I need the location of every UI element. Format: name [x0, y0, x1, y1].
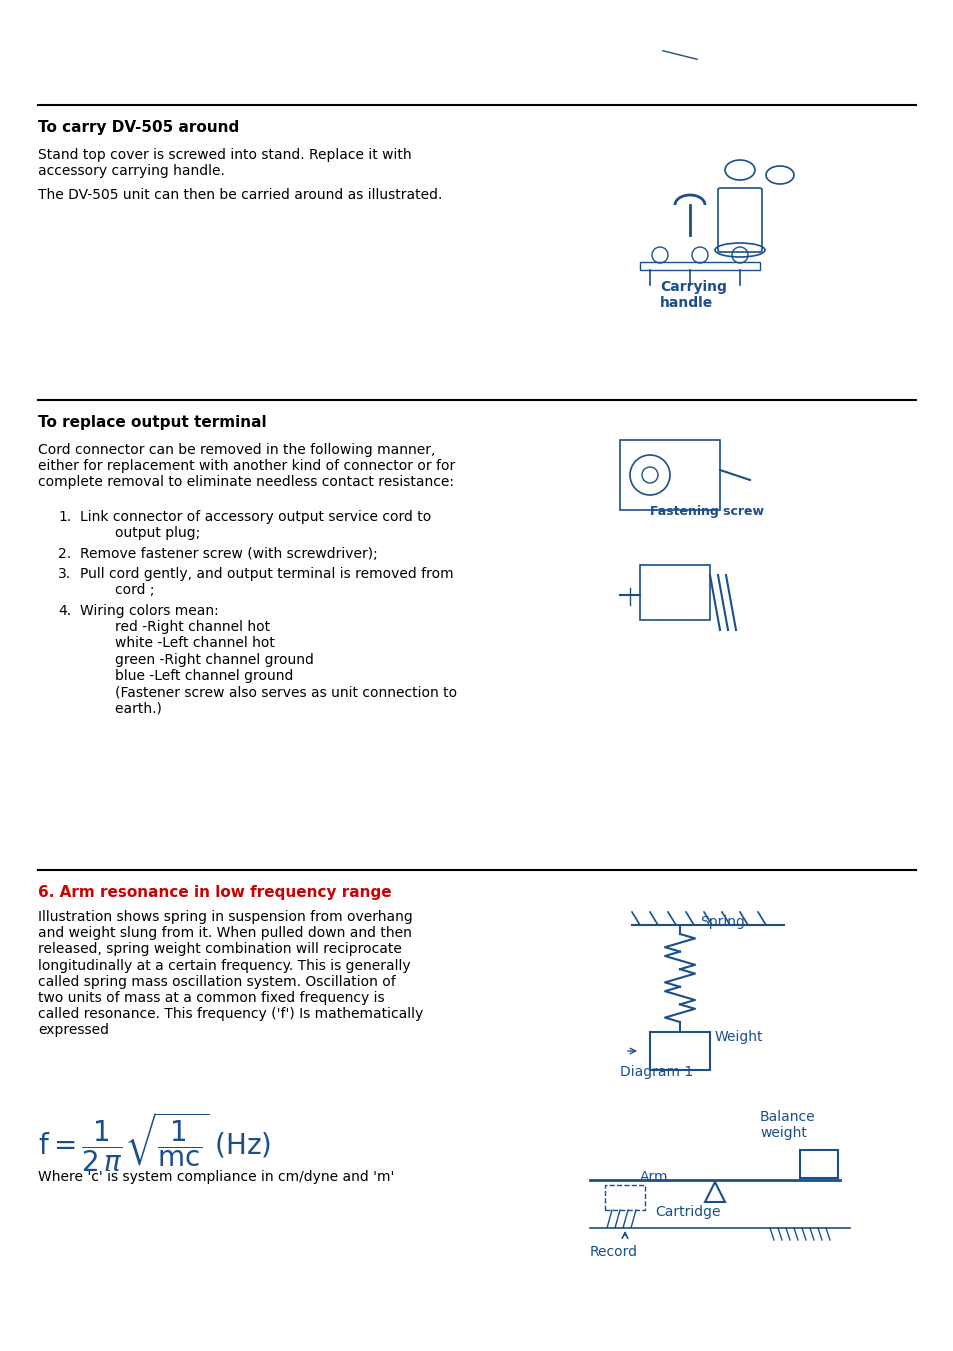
Text: Carrying
handle: Carrying handle: [659, 280, 726, 311]
Text: Diagram 1: Diagram 1: [619, 1065, 693, 1079]
Bar: [639, 262, 760, 270]
Bar: [604, 1185, 644, 1210]
Text: $\mathrm{f} = \dfrac{1}{2\,\pi}\sqrt{\dfrac{1}{\mathrm{mc}}}\;(\mathrm{Hz})$: $\mathrm{f} = \dfrac{1}{2\,\pi}\sqrt{\df…: [38, 1111, 271, 1174]
Text: Wiring colors mean:
        red -Right channel hot
        white -Left channel h: Wiring colors mean: red -Right channel h…: [80, 604, 456, 715]
Text: Cartridge: Cartridge: [655, 1205, 720, 1219]
Text: Arm: Arm: [639, 1170, 668, 1183]
Text: Cord connector can be removed in the following manner,
either for replacement wi: Cord connector can be removed in the fol…: [38, 443, 455, 489]
Text: Pull cord gently, and output terminal is removed from
        cord ;: Pull cord gently, and output terminal is…: [80, 567, 453, 597]
Bar: [649, 1032, 709, 1070]
Text: To carry DV-505 around: To carry DV-505 around: [38, 120, 239, 135]
Text: The DV-505 unit can then be carried around as illustrated.: The DV-505 unit can then be carried arou…: [38, 188, 442, 203]
Text: Where 'c' is system compliance in cm/dyne and 'm': Where 'c' is system compliance in cm/dyn…: [38, 1170, 394, 1183]
Text: Illustration shows spring in suspension from overhang
and weight slung from it. : Illustration shows spring in suspension …: [38, 911, 423, 1038]
Text: 6. Arm resonance in low frequency range: 6. Arm resonance in low frequency range: [38, 885, 392, 900]
Text: Balance
weight: Balance weight: [760, 1111, 815, 1140]
Text: Spring: Spring: [700, 915, 744, 929]
Bar: [639, 565, 709, 620]
Text: 4.: 4.: [58, 604, 71, 617]
Text: 2.: 2.: [58, 547, 71, 561]
Bar: [800, 1150, 837, 1178]
Text: Remove fastener screw (with screwdriver);: Remove fastener screw (with screwdriver)…: [80, 547, 377, 561]
Text: 1.: 1.: [58, 509, 71, 524]
Text: Weight: Weight: [714, 1029, 762, 1044]
Text: Stand top cover is screwed into stand. Replace it with
accessory carrying handle: Stand top cover is screwed into stand. R…: [38, 149, 411, 178]
Text: 3.: 3.: [58, 567, 71, 581]
Text: Link connector of accessory output service cord to
        output plug;: Link connector of accessory output servi…: [80, 509, 431, 540]
Text: Record: Record: [589, 1246, 638, 1259]
Text: To replace output terminal: To replace output terminal: [38, 415, 266, 430]
Text: Fastening screw: Fastening screw: [649, 505, 763, 517]
Bar: [619, 440, 720, 509]
